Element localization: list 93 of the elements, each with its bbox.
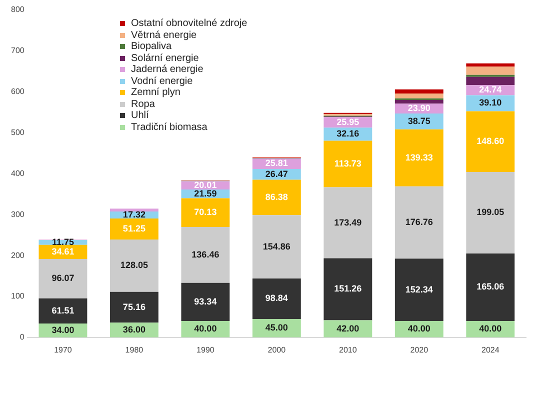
y-tick-label: 600 [10, 87, 25, 96]
data-label: 21.59 [194, 188, 217, 198]
bar [181, 282, 230, 322]
x-tick-label: 2024 [481, 345, 500, 354]
legend-label: Tradiční biomasa [131, 122, 208, 133]
data-label: 20.01 [194, 180, 217, 190]
data-label: 34.00 [52, 324, 74, 335]
data-label: 86.38 [265, 192, 288, 202]
bar [466, 172, 515, 254]
data-label: 70.13 [194, 207, 217, 218]
data-label: 152.34 [405, 284, 433, 294]
bar [466, 253, 515, 322]
legend-label: Ostatní obnovitelné zdroje [131, 18, 248, 30]
data-label: 40.00 [408, 324, 430, 334]
bar [110, 218, 158, 240]
data-label: 154.86 [262, 241, 290, 252]
bar [324, 258, 372, 320]
data-label: 151.26 [334, 284, 362, 294]
bar [466, 63, 515, 67]
y-tick-label: 700 [10, 46, 25, 56]
y-tick-label: 100 [10, 292, 25, 301]
data-label: 23.90 [408, 103, 430, 114]
data-label: 42.00 [336, 323, 360, 334]
data-label: 148.60 [476, 136, 504, 146]
bar [181, 198, 230, 227]
data-label: 61.51 [52, 305, 74, 316]
data-label: 173.49 [334, 217, 362, 228]
data-label: 24.74 [479, 84, 502, 95]
y-tick-label: 300 [10, 210, 25, 219]
bar [324, 187, 372, 258]
data-label: 40.00 [194, 324, 217, 334]
bar [394, 186, 444, 259]
bar [394, 89, 444, 94]
legend-label: Ropa [131, 98, 155, 110]
bar [110, 240, 158, 292]
legend-label: Větrná energie [131, 30, 197, 41]
data-label: 96.07 [52, 273, 74, 284]
bar [38, 258, 88, 298]
data-label: 17.32 [122, 209, 146, 220]
bar [252, 278, 301, 319]
y-tick-label: 200 [10, 250, 25, 260]
data-label: 38.75 [408, 116, 430, 126]
data-label: 128.05 [120, 260, 148, 270]
data-label: 39.10 [479, 98, 502, 108]
y-tick-label: 800 [10, 5, 25, 14]
bar [38, 298, 88, 324]
bar [110, 208, 158, 212]
bar [466, 76, 515, 86]
bar [394, 258, 444, 322]
data-label: 32.16 [336, 128, 360, 139]
legend-label: Zemní plyn [131, 87, 180, 98]
data-label: 51.25 [122, 224, 146, 234]
data-label: 199.05 [476, 207, 504, 218]
data-label: 45.00 [265, 322, 288, 333]
legend-label: Biopaliva [131, 41, 172, 52]
bar [394, 93, 444, 98]
bar [466, 66, 515, 75]
bar [324, 140, 372, 188]
data-label: 176.76 [405, 217, 433, 227]
x-tick-label: 2010 [339, 345, 358, 354]
legend-label: Jaderná energie [131, 64, 204, 76]
x-tick-label: 2020 [410, 345, 429, 354]
data-label: 113.73 [334, 158, 362, 169]
data-label: 98.84 [265, 293, 288, 304]
data-label: 26.47 [265, 168, 288, 179]
data-label: 34.61 [52, 246, 74, 256]
x-tick-label: 1990 [196, 345, 215, 354]
x-tick-label: 1970 [54, 345, 72, 354]
y-tick-label: 400 [10, 168, 25, 178]
data-label: 165.06 [476, 282, 504, 292]
data-label: 25.95 [336, 116, 360, 127]
x-tick-label: 1980 [125, 345, 144, 354]
data-label: 93.34 [194, 296, 217, 306]
bar [181, 226, 230, 283]
data-label: 139.33 [405, 152, 433, 162]
y-tick-label: 500 [10, 128, 25, 137]
bar [394, 129, 444, 186]
data-label: 75.16 [122, 302, 146, 312]
legend-label: Solární energie [131, 52, 199, 64]
bar [252, 215, 301, 279]
bar [466, 111, 515, 172]
bar [110, 292, 158, 323]
y-tick-label: 0 [20, 332, 25, 342]
bar [252, 180, 301, 216]
data-label: 36.00 [122, 324, 146, 335]
x-tick-label: 2000 [268, 345, 286, 354]
legend-label: Uhlí [131, 110, 149, 122]
legend-label: Vodní energie [131, 76, 193, 87]
data-label: 40.00 [479, 324, 502, 334]
data-label: 25.81 [265, 158, 288, 168]
data-label: 11.75 [52, 236, 74, 247]
bar [394, 100, 444, 104]
data-label: 136.46 [192, 249, 220, 260]
